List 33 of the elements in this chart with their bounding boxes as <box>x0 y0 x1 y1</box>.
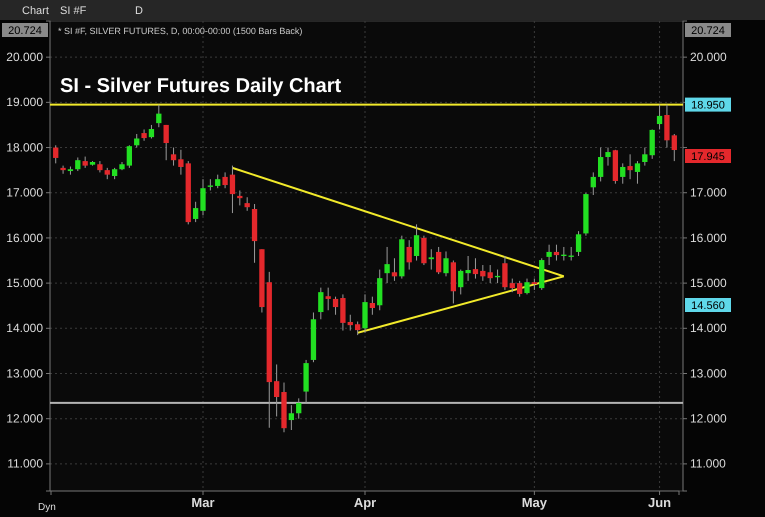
y-tick-label: 15.000 <box>6 276 44 290</box>
y-tick-label: 11.000 <box>7 456 44 471</box>
text: SI - Silver Futures Daily Chart <box>60 75 342 97</box>
x-tick-label: Apr <box>354 495 376 510</box>
y-tick-label: 16.000 <box>6 230 44 245</box>
y2-tick-label: 16.000 <box>690 230 728 245</box>
y-tick-label: 18.000 <box>6 140 44 154</box>
text: 17.945 <box>691 151 725 163</box>
text: Dyn <box>38 502 56 513</box>
y-tick-label: 13.000 <box>6 366 44 380</box>
text: Chart <box>22 5 49 17</box>
annotation: * SI #F, SILVER FUTURES, D, 00:00-00:00 (1500 Bars Back) <box>58 26 302 36</box>
x-tick-label: Jun <box>648 495 672 510</box>
text: 20.724 <box>8 25 42 37</box>
y2-tick-label: 11.000 <box>690 456 726 471</box>
y2-tick-label: 13.000 <box>690 366 728 380</box>
text: SI #F <box>60 5 87 17</box>
y2-tick-label: 20.000 <box>690 50 728 64</box>
text: 14.560 <box>691 300 725 312</box>
y-tick-label: 14.000 <box>6 321 44 336</box>
ref-line-label: 18.950 <box>691 100 725 112</box>
y-tick-label: 12.000 <box>6 412 44 426</box>
y-tick-label: 19.000 <box>6 95 44 110</box>
x-tick-label: May <box>522 495 548 510</box>
y2-tick-label: 12.000 <box>690 412 728 426</box>
text: D <box>135 5 143 17</box>
y-tick-label: 17.000 <box>6 186 44 200</box>
text: 20.724 <box>691 25 725 37</box>
y2-tick-label: 14.000 <box>690 321 728 336</box>
y2-tick-label: 15.000 <box>690 276 728 290</box>
y-tick-label: 20.000 <box>6 50 44 64</box>
x-tick-label: Mar <box>191 495 215 510</box>
y2-tick-label: 17.000 <box>690 186 728 200</box>
